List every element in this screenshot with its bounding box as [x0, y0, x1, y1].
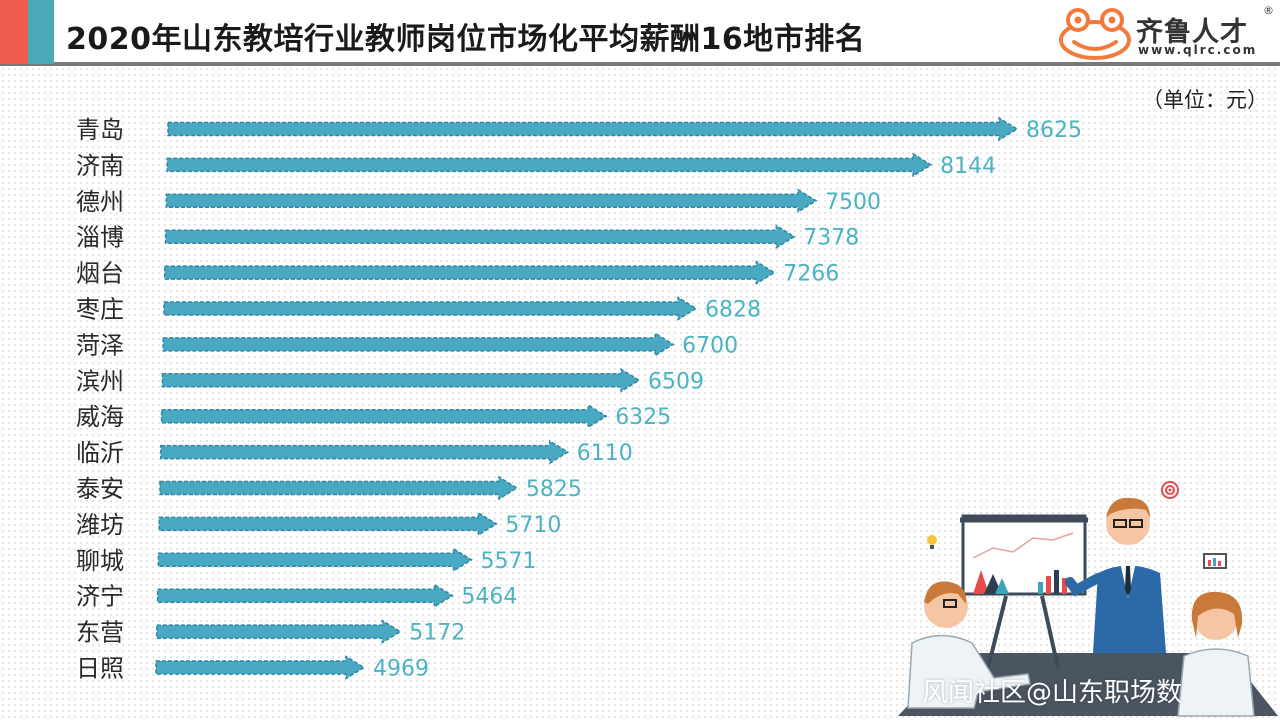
bar-row: 东营 5172	[76, 619, 465, 647]
bar-arrow	[158, 511, 498, 537]
bar-row: 淄博 7378	[76, 224, 859, 252]
frog-logo-icon	[1059, 8, 1131, 60]
bar-row: 威海 6325	[76, 403, 671, 431]
category-label: 滨州	[76, 367, 124, 395]
bar-arrow	[160, 439, 570, 465]
bar-arrow	[166, 152, 933, 178]
category-label: 东营	[76, 619, 124, 647]
bar-arrow	[156, 583, 454, 609]
bar-arrow	[157, 547, 473, 573]
bar-arrow	[160, 403, 608, 429]
bar-row: 滨州 6509	[76, 367, 704, 395]
value-label: 6110	[577, 441, 633, 466]
accent-teal-block	[28, 0, 54, 64]
value-label: 8144	[940, 154, 996, 179]
logo: 齐鲁人才 www.qlrc.com ®	[1058, 4, 1274, 60]
bar-arrow	[163, 296, 698, 321]
category-label: 德州	[76, 188, 124, 216]
category-label: 日照	[76, 655, 124, 683]
bar-row: 泰安 5825	[76, 475, 582, 503]
bar-row: 临沂 6110	[76, 439, 633, 467]
value-label: 8625	[1026, 118, 1082, 143]
bar-row: 青岛 8625	[76, 116, 1082, 144]
bar-arrow	[161, 367, 641, 393]
page-title: 2020年山东教培行业教师岗位市场化平均薪酬16地市排名	[66, 22, 866, 57]
bar-arrow	[159, 475, 519, 501]
bar-row: 菏泽 6700	[76, 331, 738, 359]
category-label: 济南	[76, 152, 124, 180]
bar-row: 潍坊 5710	[76, 511, 561, 539]
category-label: 菏泽	[76, 331, 124, 359]
category-label: 枣庄	[76, 296, 124, 324]
value-label: 5172	[409, 621, 465, 646]
value-label: 5710	[505, 513, 561, 538]
header-bar: 2020年山东教培行业教师岗位市场化平均薪酬16地市排名 齐鲁人才 www.ql…	[0, 0, 1280, 66]
bar-arrow	[162, 332, 675, 357]
value-label: 5571	[481, 549, 537, 574]
value-label: 6325	[615, 405, 671, 430]
bar-row: 烟台 7266	[76, 260, 839, 288]
bar-arrow	[155, 655, 366, 680]
category-label: 济宁	[76, 583, 124, 611]
accent-red-block	[0, 0, 28, 64]
bar-arrow	[165, 188, 818, 214]
category-label: 淄博	[76, 224, 124, 252]
bar-row: 德州 7500	[76, 188, 881, 216]
bar-row: 济南 8144	[76, 152, 996, 180]
category-label: 临沂	[76, 439, 124, 467]
value-label: 7500	[825, 190, 881, 215]
bar-row: 济宁 5464	[76, 583, 517, 611]
category-label: 威海	[76, 403, 124, 431]
bar-arrow	[164, 260, 776, 285]
value-label: 6700	[682, 333, 738, 358]
bar-arrow	[164, 224, 796, 250]
unit-label: （单位：元）	[1142, 88, 1268, 112]
logo-url: www.qlrc.com	[1138, 43, 1258, 57]
value-label: 4969	[373, 657, 429, 682]
bar-arrow	[156, 619, 402, 644]
category-label: 聊城	[76, 547, 124, 575]
value-label: 6509	[648, 369, 704, 394]
value-label: 7266	[783, 262, 839, 287]
registered-mark: ®	[1263, 4, 1274, 17]
bar-chart: 青岛 8625 济南 8144 德州 7500 淄博 7378 烟台 7266 枣庄 6828 菏泽 67…	[76, 116, 1082, 683]
logo-name: 齐鲁人才	[1136, 17, 1248, 48]
bar-row: 枣庄 6828	[76, 296, 761, 324]
category-label: 泰安	[76, 475, 124, 503]
bar-row: 日照 4969	[76, 655, 429, 683]
watermark: 风闻社区@山东职场数	[922, 678, 1183, 708]
value-label: 7378	[803, 226, 859, 251]
value-label: 5464	[461, 585, 517, 610]
bar-row: 聊城 5571	[76, 547, 537, 575]
category-label: 青岛	[76, 116, 124, 144]
bar-arrow	[167, 116, 1019, 142]
value-label: 6828	[705, 298, 761, 323]
category-label: 潍坊	[76, 511, 124, 539]
value-label: 5825	[526, 477, 582, 502]
meeting-illustration	[898, 481, 1278, 717]
category-label: 烟台	[76, 260, 124, 288]
